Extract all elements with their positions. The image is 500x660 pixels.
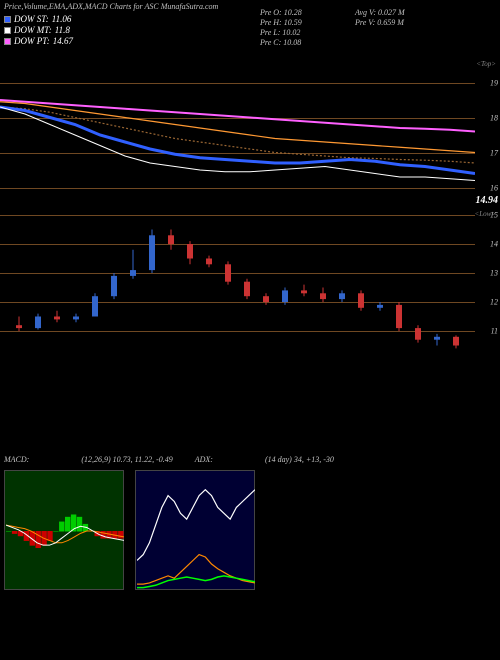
- info-pre-o: Pre O: 10.28: [260, 8, 302, 18]
- legend-row-pt: DOW PT: 14.67: [4, 36, 73, 47]
- axis-tick: 19: [490, 78, 498, 87]
- legend-label-pt: DOW PT:: [14, 36, 50, 47]
- adx-label: ADX:: [195, 455, 213, 464]
- axis-tick: 14: [490, 240, 498, 249]
- info-col-2: Avg V: 0.027 M Pre V: 0.659 M: [355, 8, 405, 28]
- axis-tick: 18: [490, 113, 498, 122]
- adx-params: (14 day) 34, +13, -30: [265, 455, 334, 464]
- legend-value-pt: 14.67: [53, 36, 73, 47]
- indicator-labels: MACD: (12,26,9) 10.73, 11.22, -0.49 ADX:…: [4, 455, 334, 464]
- macd-panel: [4, 470, 124, 590]
- legend-row-mt: DOW MT: 11.8: [4, 25, 73, 36]
- macd-params: (12,26,9) 10.73, 11.22, -0.49: [81, 455, 172, 464]
- legend-box-mt: [4, 27, 11, 34]
- adx-panel: [135, 470, 255, 590]
- legend-value-mt: 11.8: [55, 25, 70, 36]
- legend-label-mt: DOW MT:: [14, 25, 52, 36]
- info-pre-c: Pre C: 10.08: [260, 38, 302, 48]
- info-avg-v: Avg V: 0.027 M: [355, 8, 405, 18]
- axis-tick: 17: [490, 148, 498, 157]
- axis-tick: 11: [491, 327, 498, 336]
- corner-top: <Top>: [476, 60, 496, 68]
- candle-axis: 1112131415: [475, 215, 500, 360]
- macd-label: MACD:: [4, 455, 29, 464]
- legend-block: DOW ST: 11.06 DOW MT: 11.8 DOW PT: 14.67: [4, 14, 73, 47]
- axis-tick: 12: [490, 298, 498, 307]
- info-col-1: Pre O: 10.28 Pre H: 10.59 Pre L: 10.02 P…: [260, 8, 302, 48]
- corner-low: <Low>: [474, 210, 496, 218]
- legend-label-st: DOW ST:: [14, 14, 49, 25]
- ema-axis: 16 17 18 19: [475, 65, 500, 205]
- price-label: 14.94: [476, 195, 499, 206]
- legend-box-st: [4, 16, 11, 23]
- axis-tick: 13: [490, 269, 498, 278]
- axis-tick: 16: [490, 183, 498, 192]
- legend-row-st: DOW ST: 11.06: [4, 14, 73, 25]
- legend-value-st: 11.06: [52, 14, 72, 25]
- info-pre-l: Pre L: 10.02: [260, 28, 302, 38]
- chart-title: Price,Volume,EMA,ADX,MACD Charts for ASC…: [4, 2, 218, 11]
- info-pre-h: Pre H: 10.59: [260, 18, 302, 28]
- legend-box-pt: [4, 38, 11, 45]
- info-pre-v: Pre V: 0.659 M: [355, 18, 405, 28]
